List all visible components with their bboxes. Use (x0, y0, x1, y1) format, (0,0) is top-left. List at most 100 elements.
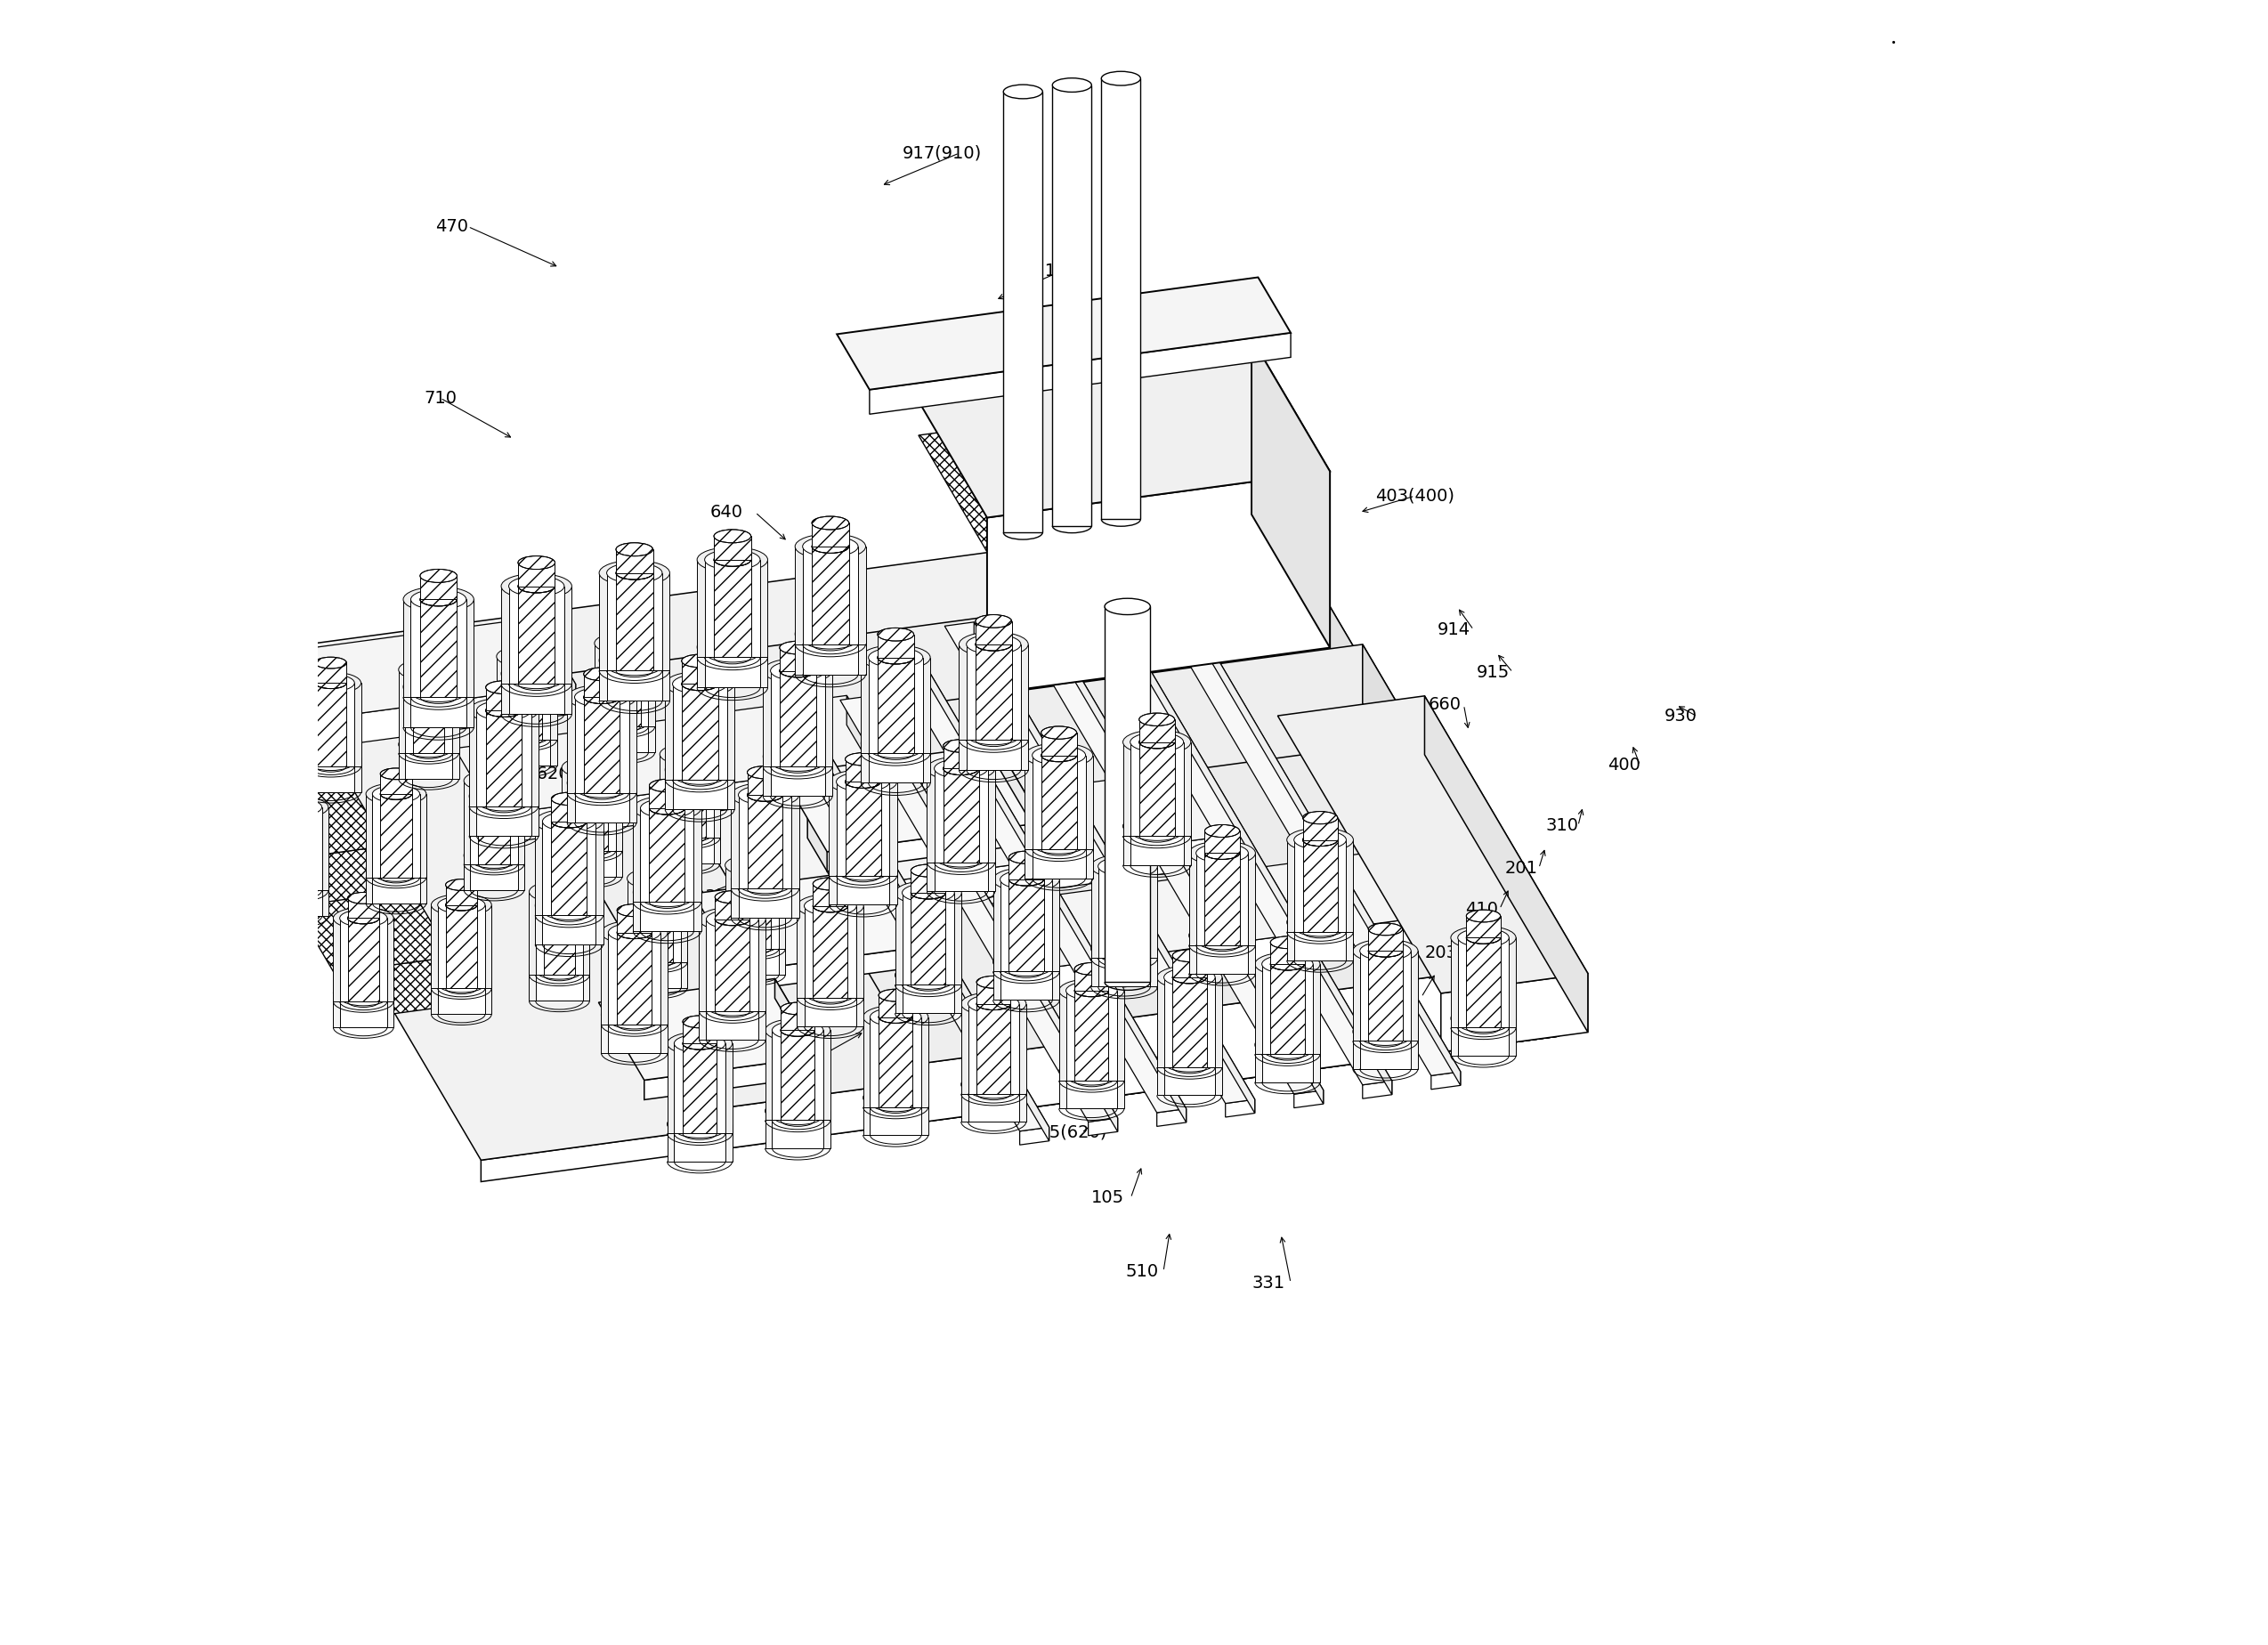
Ellipse shape (934, 847, 987, 867)
Polygon shape (771, 762, 826, 796)
Ellipse shape (567, 770, 637, 796)
Ellipse shape (633, 796, 701, 821)
Polygon shape (674, 1043, 726, 1133)
Ellipse shape (617, 566, 653, 579)
Ellipse shape (365, 857, 426, 880)
Ellipse shape (746, 767, 782, 778)
Ellipse shape (268, 796, 329, 818)
Polygon shape (771, 1115, 823, 1148)
Polygon shape (1195, 941, 1247, 974)
Polygon shape (1458, 1023, 1508, 1056)
Polygon shape (1052, 86, 1091, 526)
Polygon shape (830, 865, 896, 905)
Polygon shape (633, 892, 701, 931)
Polygon shape (481, 1015, 1558, 1181)
Ellipse shape (771, 752, 826, 772)
Polygon shape (803, 546, 857, 645)
Polygon shape (576, 768, 608, 850)
Ellipse shape (993, 949, 1059, 974)
Polygon shape (268, 882, 329, 916)
Ellipse shape (1091, 936, 1157, 961)
Polygon shape (1105, 607, 1150, 982)
Ellipse shape (674, 674, 728, 694)
Ellipse shape (746, 788, 782, 801)
Ellipse shape (469, 783, 538, 809)
Ellipse shape (274, 798, 322, 816)
Polygon shape (274, 887, 322, 916)
Ellipse shape (1139, 735, 1175, 748)
Polygon shape (1363, 1081, 1393, 1099)
Ellipse shape (476, 791, 531, 811)
Ellipse shape (1123, 814, 1191, 839)
Ellipse shape (1204, 824, 1241, 837)
Polygon shape (869, 332, 1290, 415)
Polygon shape (268, 808, 329, 890)
Polygon shape (943, 745, 980, 768)
Polygon shape (660, 755, 721, 837)
Ellipse shape (528, 880, 590, 903)
Ellipse shape (862, 645, 930, 670)
Polygon shape (567, 783, 637, 822)
Ellipse shape (1025, 827, 1093, 852)
Ellipse shape (569, 837, 615, 855)
Ellipse shape (1098, 944, 1150, 962)
Ellipse shape (878, 1012, 912, 1023)
Ellipse shape (601, 714, 649, 730)
Polygon shape (1295, 841, 1347, 931)
Polygon shape (234, 684, 576, 760)
Polygon shape (660, 829, 721, 864)
Polygon shape (1302, 841, 1338, 931)
Polygon shape (608, 933, 660, 1025)
Polygon shape (601, 722, 649, 752)
Ellipse shape (1052, 77, 1091, 92)
Polygon shape (347, 898, 379, 918)
Polygon shape (184, 701, 340, 785)
Ellipse shape (633, 870, 680, 887)
Polygon shape (1098, 954, 1150, 987)
Text: 917(910): 917(910) (903, 145, 982, 161)
Ellipse shape (469, 772, 517, 790)
Polygon shape (1286, 923, 1354, 961)
Polygon shape (780, 1008, 814, 1030)
Polygon shape (1163, 1063, 1216, 1096)
Polygon shape (966, 645, 1021, 740)
Polygon shape (413, 650, 445, 670)
Polygon shape (202, 696, 263, 780)
Ellipse shape (1173, 949, 1207, 962)
Ellipse shape (1000, 957, 1052, 975)
Ellipse shape (574, 688, 628, 707)
Ellipse shape (871, 1094, 921, 1112)
Ellipse shape (535, 883, 583, 900)
Polygon shape (1440, 974, 1588, 1053)
Polygon shape (726, 939, 785, 974)
Ellipse shape (649, 801, 685, 814)
Ellipse shape (862, 730, 930, 755)
Ellipse shape (871, 1008, 921, 1026)
Ellipse shape (1270, 957, 1304, 971)
Polygon shape (928, 852, 996, 892)
Ellipse shape (730, 867, 798, 892)
Polygon shape (846, 696, 887, 791)
Ellipse shape (640, 888, 694, 906)
Polygon shape (674, 755, 705, 837)
Polygon shape (372, 795, 420, 877)
Polygon shape (508, 679, 565, 714)
Ellipse shape (469, 850, 517, 869)
Polygon shape (959, 730, 1027, 770)
Polygon shape (1254, 1045, 1320, 1082)
Ellipse shape (617, 926, 651, 939)
Ellipse shape (1059, 979, 1125, 1002)
Polygon shape (1225, 1099, 1254, 1117)
Polygon shape (1368, 929, 1402, 951)
Text: 913: 913 (1252, 549, 1284, 566)
Polygon shape (909, 339, 1329, 518)
Ellipse shape (1295, 831, 1347, 849)
Polygon shape (1030, 591, 1322, 1104)
Ellipse shape (411, 683, 467, 702)
Polygon shape (1188, 936, 1256, 974)
Polygon shape (998, 745, 1043, 842)
Polygon shape (1041, 755, 1077, 849)
Text: 625(620): 625(620) (1027, 1124, 1107, 1142)
Polygon shape (583, 674, 619, 697)
Polygon shape (476, 711, 531, 806)
